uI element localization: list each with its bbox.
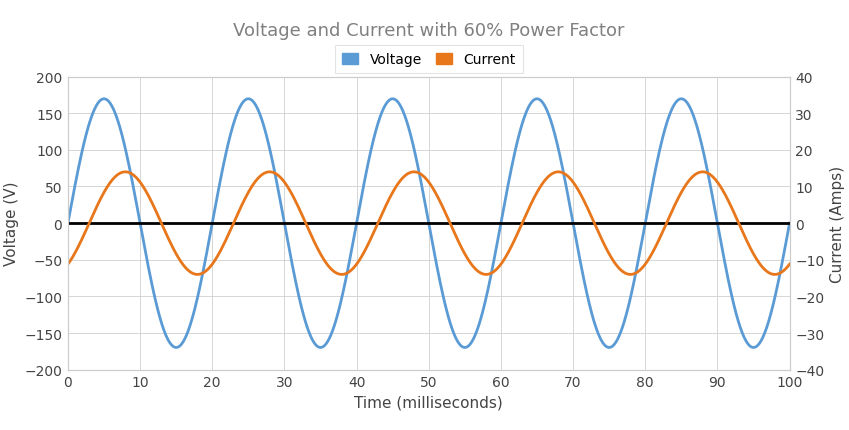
Y-axis label: Current (Amps): Current (Amps) [830, 165, 845, 282]
Current [763, 270, 773, 276]
Voltage [784, 221, 795, 226]
Current [632, 270, 642, 276]
Current [764, 270, 774, 276]
Y-axis label: Voltage (V): Voltage (V) [3, 181, 19, 266]
Voltage [395, 103, 405, 108]
Current [99, 189, 110, 194]
Voltage [632, 267, 642, 272]
Voltage [99, 97, 110, 102]
Line: Current: Current [68, 172, 790, 275]
X-axis label: Time (milliseconds): Time (milliseconds) [354, 395, 503, 410]
Voltage [63, 221, 73, 226]
Title: Voltage and Current with 60% Power Factor: Voltage and Current with 60% Power Facto… [233, 22, 625, 40]
Current [784, 262, 795, 267]
Current [395, 179, 405, 184]
Current [414, 171, 424, 176]
Current [121, 170, 131, 175]
Current [63, 262, 73, 267]
Voltage [100, 97, 110, 102]
Line: Voltage: Voltage [68, 100, 790, 347]
Voltage [764, 318, 774, 323]
Current [770, 272, 780, 277]
Voltage [748, 345, 758, 350]
Voltage [764, 316, 774, 322]
Legend: Voltage, Current: Voltage, Current [335, 46, 523, 74]
Voltage [414, 171, 424, 176]
